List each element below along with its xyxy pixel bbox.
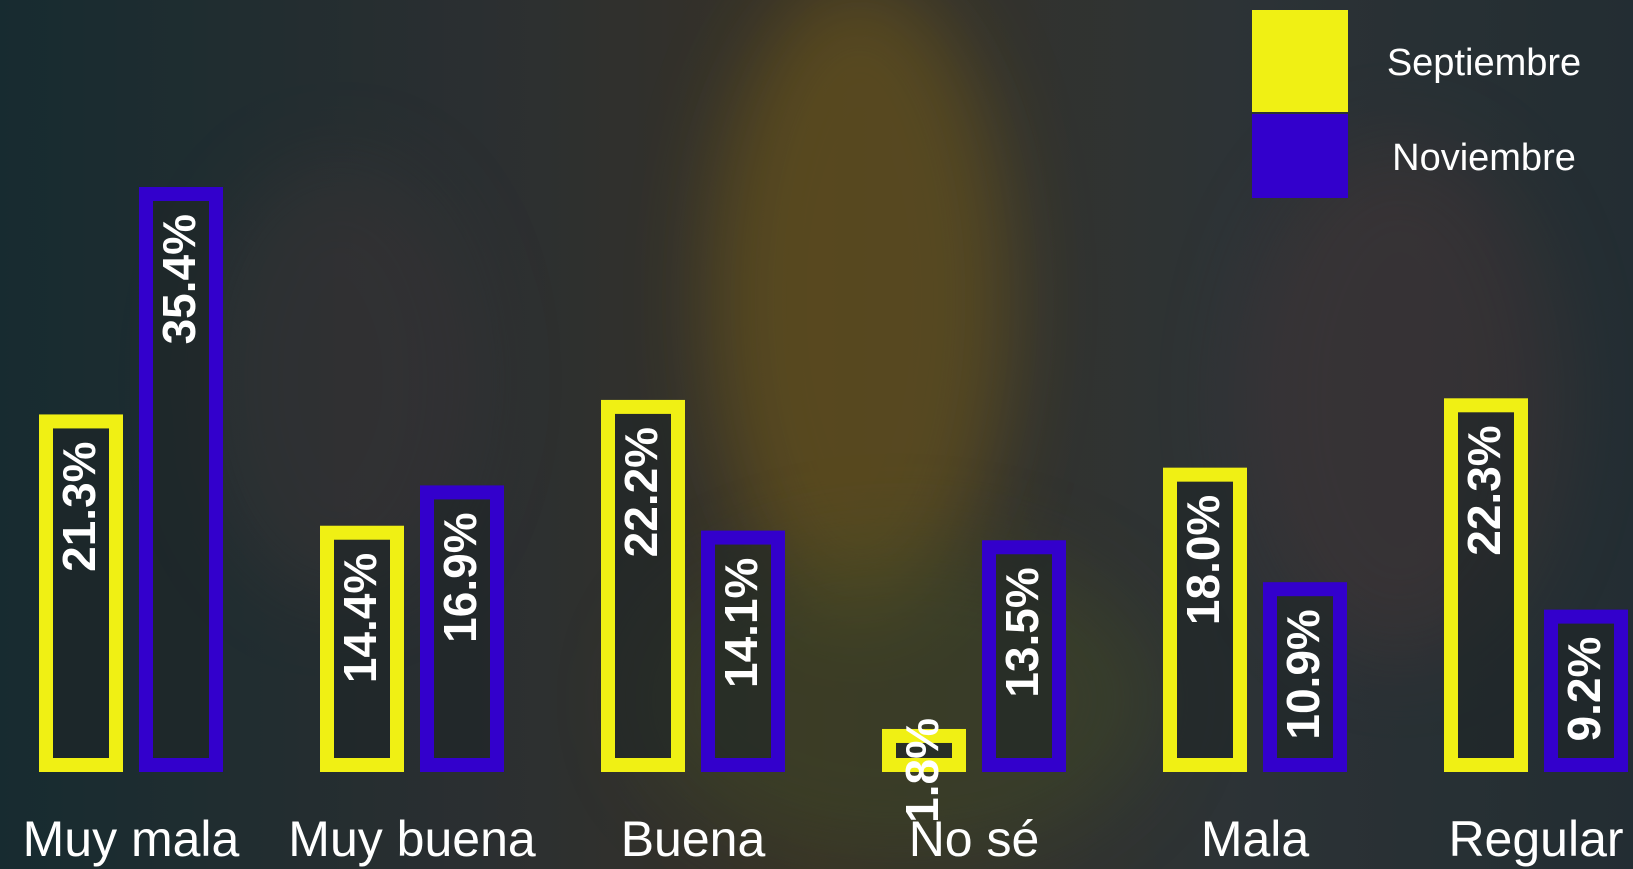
data-label: 13.5%: [996, 567, 1048, 697]
bar: [882, 728, 966, 773]
bar: [1263, 582, 1347, 772]
data-label: 18.0%: [1177, 495, 1229, 625]
category-label: Muy mala: [23, 811, 240, 867]
bar: [1163, 467, 1247, 772]
legend-label: Septiembre: [1387, 42, 1581, 84]
data-label: 16.9%: [434, 512, 486, 642]
data-label: 14.4%: [334, 553, 386, 683]
bar: [320, 525, 404, 773]
data-label: 21.3%: [53, 441, 105, 571]
bar: [1544, 609, 1628, 772]
data-label: 22.2%: [615, 427, 667, 557]
data-label: 1.8%: [896, 718, 948, 823]
bar: [601, 399, 685, 772]
bar: [1444, 398, 1528, 772]
data-label: 10.9%: [1277, 609, 1329, 739]
bar: [420, 485, 504, 772]
category-label: Regular: [1448, 811, 1623, 867]
category-label: Mala: [1201, 811, 1310, 867]
data-label: 9.2%: [1558, 637, 1610, 742]
legend-label: Noviembre: [1392, 137, 1576, 179]
legend-swatch: [1252, 114, 1348, 198]
bar: [139, 186, 223, 773]
category-label: Muy buena: [288, 811, 536, 867]
bar: [982, 540, 1066, 772]
data-label: 35.4%: [153, 214, 205, 344]
data-label: 22.3%: [1458, 425, 1510, 555]
category-label: No sé: [909, 811, 1040, 867]
data-label: 14.1%: [715, 558, 767, 688]
legend-swatch: [1252, 10, 1348, 112]
bar: [39, 414, 123, 772]
bar: [701, 530, 785, 773]
category-label: Buena: [621, 811, 766, 867]
